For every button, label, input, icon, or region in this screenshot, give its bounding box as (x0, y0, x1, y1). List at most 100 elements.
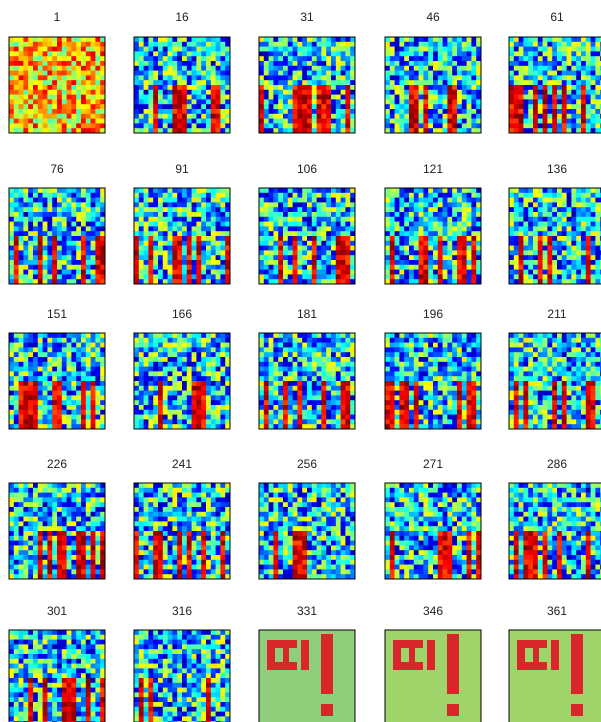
cell (428, 85, 433, 90)
cell (86, 198, 91, 203)
cell (543, 47, 548, 52)
cell (153, 188, 158, 193)
cell (423, 212, 428, 217)
cell (187, 246, 192, 251)
cell (148, 193, 153, 198)
cell (345, 85, 350, 90)
cell (43, 119, 48, 124)
cell (264, 188, 269, 193)
cell (533, 95, 538, 100)
cell (452, 207, 457, 212)
cell (419, 265, 424, 270)
cell (95, 265, 100, 270)
cell (273, 99, 278, 104)
cell (163, 391, 168, 396)
cell (38, 193, 43, 198)
cell (206, 343, 211, 348)
cell (443, 274, 448, 279)
cell (345, 51, 350, 56)
cell (428, 188, 433, 193)
cell (196, 419, 201, 424)
cell (576, 255, 581, 260)
cell (216, 42, 221, 47)
cell (139, 419, 144, 424)
cell (153, 400, 158, 405)
cell (297, 193, 302, 198)
cell (52, 51, 57, 56)
cell (134, 71, 139, 76)
cell (172, 231, 177, 236)
cell (196, 395, 201, 400)
cell (567, 75, 572, 80)
cell (297, 212, 302, 217)
cell (23, 90, 28, 95)
cell (443, 104, 448, 109)
cell (385, 99, 390, 104)
cell (581, 231, 586, 236)
cell (317, 352, 322, 357)
cell (220, 415, 225, 420)
cell (134, 347, 139, 352)
cell (331, 231, 336, 236)
cell (139, 343, 144, 348)
cell (519, 198, 524, 203)
cell (297, 246, 302, 251)
cell (201, 66, 206, 71)
cell (462, 198, 467, 203)
cell (172, 415, 177, 420)
heatmap (259, 188, 355, 284)
cell (71, 362, 76, 367)
cell (158, 371, 163, 376)
cell (595, 207, 600, 212)
cell (385, 90, 390, 95)
cell (509, 80, 514, 85)
cell (52, 47, 57, 52)
cell (581, 198, 586, 203)
cell (187, 95, 192, 100)
cell (91, 400, 96, 405)
cell (47, 371, 52, 376)
cell (428, 119, 433, 124)
cell (419, 207, 424, 212)
cell (14, 376, 19, 381)
cell (144, 415, 149, 420)
cell (76, 265, 81, 270)
cell (538, 42, 543, 47)
cell (452, 255, 457, 260)
cell (385, 71, 390, 76)
cell (52, 56, 57, 61)
cell (196, 274, 201, 279)
cell (139, 410, 144, 415)
cell (33, 61, 38, 66)
cell (153, 119, 158, 124)
cell (571, 114, 576, 119)
cell (43, 386, 48, 391)
cell (552, 188, 557, 193)
cell (158, 395, 163, 400)
cell (144, 42, 149, 47)
cell (404, 274, 409, 279)
cell (336, 217, 341, 222)
cell (552, 99, 557, 104)
cell (192, 95, 197, 100)
cell (438, 42, 443, 47)
cell (307, 236, 312, 241)
cell (385, 193, 390, 198)
cell (326, 104, 331, 109)
cell (33, 47, 38, 52)
panel-title: 91 (175, 162, 189, 176)
heatmap (259, 37, 355, 133)
cell (341, 114, 346, 119)
cell (552, 274, 557, 279)
cell (201, 56, 206, 61)
cell (447, 109, 452, 114)
cell (14, 270, 19, 275)
cell (153, 123, 158, 128)
cell (278, 202, 283, 207)
cell (139, 217, 144, 222)
cell (547, 71, 552, 76)
cell (297, 226, 302, 231)
cell (543, 123, 548, 128)
cell (457, 260, 462, 265)
cell (38, 75, 43, 80)
